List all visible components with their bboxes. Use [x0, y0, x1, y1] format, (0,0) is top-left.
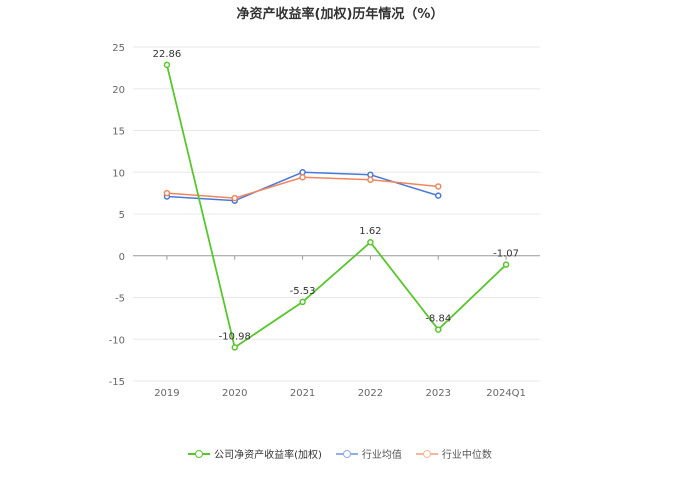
x-tick-label: 2019 [154, 388, 179, 399]
x-tick-label: 2024Q1 [486, 388, 526, 399]
x-tick-label: 2021 [290, 388, 315, 399]
legend-marker-icon [415, 449, 438, 459]
legend-label: 行业中位数 [441, 450, 492, 461]
y-tick-label: -15 [109, 377, 125, 388]
data-point [299, 169, 306, 176]
data-point [367, 238, 374, 246]
y-tick-label: -10 [109, 335, 125, 346]
data-point [299, 174, 306, 181]
data-point [231, 344, 238, 351]
data-point [435, 326, 442, 333]
data-point [435, 192, 442, 199]
legend-item[interactable]: 行业中位数 [415, 446, 492, 461]
data-label: -5.53 [290, 286, 316, 297]
series-line-0 [166, 64, 507, 349]
y-tick-label: 15 [112, 127, 125, 138]
data-point [502, 261, 510, 268]
x-tick-label: 2022 [358, 388, 383, 399]
data-point [163, 61, 171, 69]
y-tick-label: 25 [112, 43, 125, 54]
data-label: -8.84 [425, 314, 451, 325]
data-label: -10.98 [219, 331, 251, 342]
y-tick-label: 20 [112, 85, 125, 96]
chart-title: 净资产收益率(加权)历年情况（%） [236, 7, 444, 22]
x-tick-label: 2023 [426, 388, 451, 399]
data-label: 22.86 [153, 49, 182, 60]
y-tick-label: 0 [119, 252, 125, 263]
legend-item[interactable]: 公司净资产收益率(加权) [188, 446, 322, 461]
legend: 公司净资产收益率(加权) 行业均值 行业中位数 [0, 446, 680, 461]
data-point [367, 171, 374, 179]
data-point [367, 176, 374, 184]
y-tick-label: 5 [119, 210, 125, 221]
legend-marker-icon [335, 449, 358, 459]
data-point [163, 189, 171, 197]
y-tick-label: 10 [112, 168, 125, 179]
y-tick-label: -5 [115, 294, 125, 305]
data-label: -1.07 [493, 249, 519, 260]
data-point [299, 298, 306, 306]
legend-marker-icon [188, 449, 211, 459]
x-tick-label: 2020 [222, 388, 247, 399]
legend-label: 公司净资产收益率(加权) [214, 450, 322, 461]
legend-label: 行业均值 [361, 450, 402, 461]
data-label: 1.62 [359, 226, 381, 237]
data-point [231, 194, 238, 202]
legend-item[interactable]: 行业均值 [335, 446, 402, 461]
data-point [435, 183, 442, 190]
